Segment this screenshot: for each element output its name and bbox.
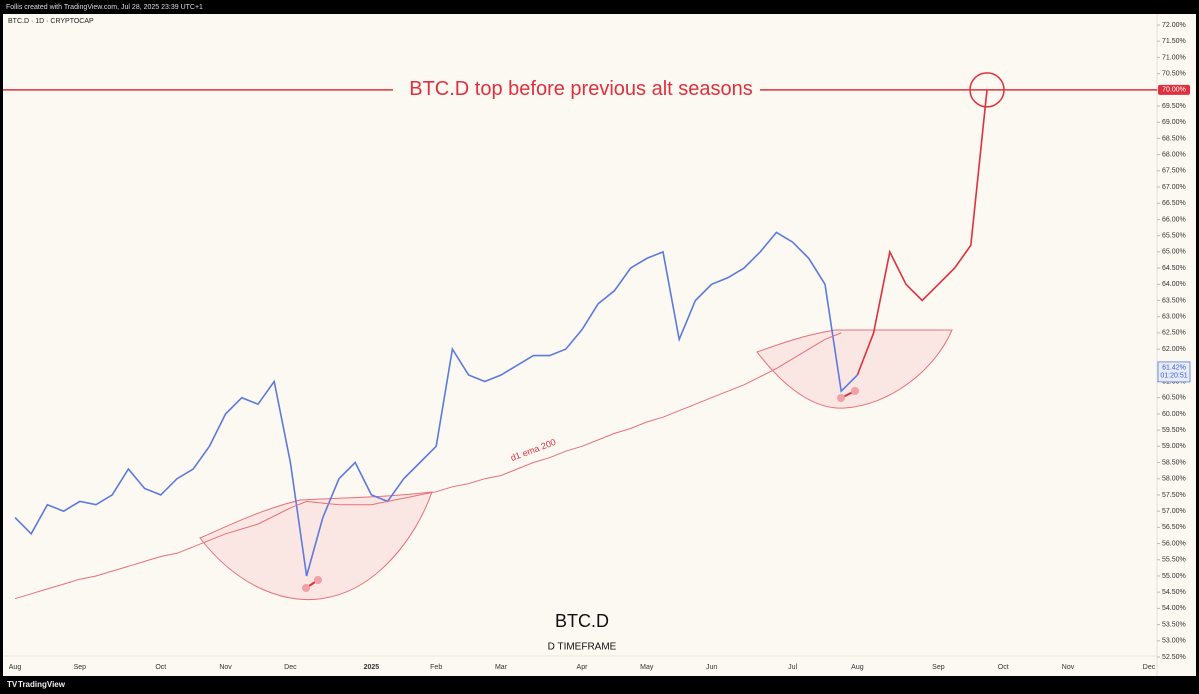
series-line — [14, 332, 842, 600]
x-tick-label: Oct — [155, 664, 166, 671]
y-tick-label: 68.00% — [1162, 151, 1186, 158]
last-price-tag — [1157, 361, 1191, 383]
y-tick-label: 58.00% — [1162, 476, 1186, 483]
y-tick-label: 65.00% — [1162, 249, 1186, 256]
x-tick-label: Jul — [788, 664, 797, 671]
bottom-marker — [837, 394, 845, 402]
y-tick-label: 67.50% — [1162, 168, 1186, 175]
last-price-label: 61.42% — [1162, 365, 1186, 372]
y-tick-label: 71.50% — [1162, 38, 1186, 45]
x-tick-label: Aug — [851, 664, 864, 671]
y-tick-label: 68.50% — [1162, 135, 1186, 142]
y-tick-label: 69.50% — [1162, 103, 1186, 110]
y-tick-label: 70.50% — [1162, 70, 1186, 77]
x-tick-label: Nov — [1062, 664, 1075, 671]
price-tag-label: 70.00% — [1162, 87, 1186, 94]
y-tick-label: 58.50% — [1162, 459, 1186, 466]
y-tick-label: 63.50% — [1162, 297, 1186, 304]
x-tick-label: Dec — [284, 664, 297, 671]
symbol-header: BTC.D · 1D · CRYPTOCAP — [8, 18, 94, 25]
x-tick-label: Sep — [74, 664, 87, 671]
y-tick-label: 57.00% — [1162, 508, 1186, 515]
y-tick-label: 55.50% — [1162, 557, 1186, 564]
cup — [199, 491, 433, 601]
y-tick-label: 64.50% — [1162, 265, 1186, 272]
y-tick-label: 57.50% — [1162, 492, 1186, 499]
x-tick-label: Apr — [577, 664, 589, 671]
bottom-marker — [314, 576, 322, 584]
y-tick-label: 66.00% — [1162, 216, 1186, 223]
y-tick-label: 60.50% — [1162, 395, 1186, 402]
series-line — [856, 89, 988, 376]
y-tick-label: 71.00% — [1162, 54, 1186, 61]
x-tick-label: Jun — [706, 664, 717, 671]
y-tick-label: 60.00% — [1162, 411, 1186, 418]
top-circle — [969, 72, 1005, 108]
chart-subtitle: D TIMEFRAME — [548, 642, 617, 653]
y-tick-label: 53.50% — [1162, 621, 1186, 628]
chart-title: BTC.D — [555, 611, 609, 631]
y-tick-label: 66.50% — [1162, 200, 1186, 207]
cup — [756, 329, 953, 409]
x-tick-label: Feb — [430, 664, 442, 671]
x-tick-label: Aug — [9, 664, 22, 671]
plot-background — [3, 14, 1196, 676]
countdown: 01:20:51 — [1160, 373, 1187, 380]
series-line — [14, 231, 858, 577]
y-tick-label: 69.00% — [1162, 119, 1186, 126]
y-tick-label: 52.50% — [1162, 654, 1186, 661]
bottom-marker — [851, 387, 859, 395]
y-tick-label: 53.00% — [1162, 638, 1186, 645]
x-tick-label: Sep — [932, 664, 945, 671]
price-tag — [1158, 84, 1190, 95]
x-tick-label: Dec — [1143, 664, 1156, 671]
brand-logo: TV — [7, 680, 18, 689]
y-tick-label: 67.00% — [1162, 184, 1186, 191]
caption: Follis created with TradingView.com, Jul… — [6, 4, 203, 11]
y-tick-label: 63.00% — [1162, 314, 1186, 321]
y-tick-label: 64.00% — [1162, 281, 1186, 288]
y-tick-label: 62.00% — [1162, 346, 1186, 353]
brand: TradingView — [18, 680, 66, 689]
y-tick-label: 62.50% — [1162, 330, 1186, 337]
x-tick-label: Mar — [495, 664, 508, 671]
y-tick-label: 65.50% — [1162, 233, 1186, 240]
y-tick-label: 59.00% — [1162, 443, 1186, 450]
x-tick-label: May — [640, 664, 654, 671]
x-tick-label: Oct — [998, 664, 1009, 671]
y-tick-label: 72.00% — [1162, 22, 1186, 29]
y-tick-label: 56.00% — [1162, 540, 1186, 547]
y-tick-label: 59.50% — [1162, 427, 1186, 434]
x-tick-label: Nov — [219, 664, 232, 671]
y-tick-label: 56.50% — [1162, 524, 1186, 531]
x-tick-label: 2025 — [364, 664, 380, 671]
level-annotation: BTC.D top before previous alt seasons — [409, 78, 753, 100]
y-tick-label: 54.50% — [1162, 589, 1186, 596]
y-tick-label: 55.00% — [1162, 573, 1186, 580]
bottom-marker — [302, 584, 310, 592]
y-tick-label: 54.00% — [1162, 605, 1186, 612]
